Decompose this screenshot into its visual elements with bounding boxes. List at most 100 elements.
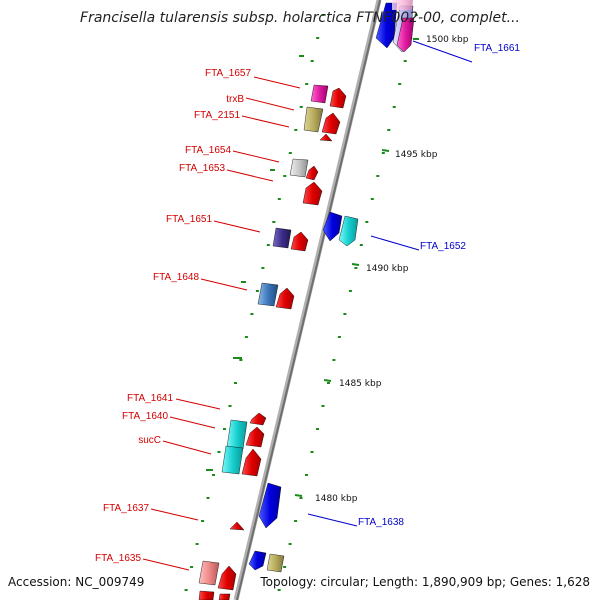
outer-tick-dot: [294, 520, 298, 522]
gene-arrow[interactable]: [221, 445, 244, 475]
gene-arrow[interactable]: [338, 215, 359, 247]
outer-tick-dot: [310, 451, 314, 453]
inner-tick-dot: [223, 428, 226, 430]
label-sucC[interactable]: sucC: [138, 435, 161, 446]
gene-arrow[interactable]: [218, 593, 231, 600]
gene-FTA_1641-block[interactable]: [249, 412, 267, 426]
label-FTA_2151[interactable]: FTA_2151: [194, 110, 240, 121]
gene-arrow[interactable]: [226, 419, 248, 450]
tick-1480kbp: 1480 kbp: [294, 494, 358, 504]
label-FTA_1641[interactable]: FTA_1641: [127, 393, 173, 404]
tick-1500kbp: 1500 kbp: [413, 35, 469, 45]
tick-1495kbp: 1495 kbp: [381, 149, 438, 160]
outer-tick-dot: [381, 152, 385, 154]
gene-arrow[interactable]: [321, 112, 341, 135]
gene-arrow[interactable]: [241, 448, 262, 477]
genome-summary-text: Topology: circular; Length: 1,890,909 bp…: [259, 575, 590, 589]
inner-tick-dot: [234, 382, 237, 384]
outer-tick-dot: [299, 497, 303, 499]
gene-arrow[interactable]: [217, 565, 237, 591]
gene-FTA_1640-block[interactable]: [226, 419, 265, 450]
gene-arrow[interactable]: [229, 521, 245, 531]
gene-arrow[interactable]: [396, 17, 415, 53]
outer-tick-dot: [316, 428, 319, 430]
tick-label-1500: 1500 kbp: [426, 35, 469, 45]
outer-tick-dot: [414, 14, 418, 16]
inner-tick-dot: [321, 14, 325, 16]
label-FTA_1654[interactable]: FTA_1654: [185, 145, 231, 156]
gene-arrow[interactable]: [245, 426, 265, 448]
gene-FTA_1638-block[interactable]: [258, 482, 282, 529]
label-FTA_1637[interactable]: FTA_1637: [103, 503, 149, 514]
gene-arrow[interactable]: [249, 412, 267, 426]
label-trxB[interactable]: trxB: [226, 94, 244, 105]
inner-tick-dot: [283, 175, 287, 177]
gene-arrow[interactable]: [322, 211, 343, 242]
label-FTA_1638[interactable]: FTA_1638: [358, 517, 404, 528]
inner-tick-dot: [206, 497, 210, 499]
gene-FTA_1637-block[interactable]: [229, 521, 245, 531]
gene-trxB-block[interactable]: [303, 106, 341, 142]
outer-tick-track: [277, 14, 418, 591]
gene-arrow[interactable]: [275, 287, 295, 310]
label-FTA_1640[interactable]: FTA_1640: [122, 411, 168, 422]
inner-tick-dot: [228, 405, 232, 407]
label-FTA_1648[interactable]: FTA_1648: [153, 272, 199, 283]
inner-tick-dot: [244, 336, 248, 338]
inner-tick-dot: [305, 83, 309, 85]
gene-arrow[interactable]: [290, 231, 309, 252]
label-leader-lines: [142, 40, 473, 571]
label-FTA_1635[interactable]: FTA_1635: [95, 553, 141, 564]
map-title: Francisella tularensis subsp. holarctica…: [80, 10, 520, 26]
gene-FTA_1648-block[interactable]: [257, 282, 295, 310]
tick-label-1480: 1480 kbp: [315, 494, 358, 504]
label-FTA_1661[interactable]: FTA_1661: [474, 43, 520, 54]
gene-arrow[interactable]: [198, 590, 215, 600]
inner-tick-dot: [277, 198, 281, 200]
gene-FTA_1661-block[interactable]: [375, 0, 415, 53]
gene-arrow[interactable]: [258, 482, 282, 529]
gene-FTA_1652-block[interactable]: [322, 211, 359, 247]
outer-tick-dot: [288, 543, 292, 545]
gene-arrow[interactable]: [392, 0, 413, 10]
gene-FTA_1653-block[interactable]: [302, 181, 323, 206]
outer-tick-dot: [398, 83, 402, 85]
outer-tick-dot: [376, 175, 380, 177]
inner-tick-dot: [217, 451, 221, 453]
inner-tick-track: [184, 14, 325, 591]
inner-tick-dot: [288, 152, 292, 154]
gene-arrow[interactable]: [266, 553, 285, 573]
gene-FTA_1654-block[interactable]: [289, 158, 319, 181]
outer-tick-dot: [403, 60, 407, 62]
label-FTA_1651[interactable]: FTA_1651: [166, 214, 212, 225]
gene-arrow[interactable]: [303, 106, 324, 133]
genome-backbone: [233, 0, 382, 600]
inner-tick-dot: [299, 106, 303, 108]
gene-arrow[interactable]: [289, 158, 309, 178]
gene-arrow[interactable]: [248, 550, 267, 571]
outer-tick-dot: [354, 267, 358, 269]
gene-FTA_1651-block[interactable]: [272, 227, 309, 252]
gene-FTA_1635-block[interactable]: [198, 560, 237, 600]
gene-arrow[interactable]: [302, 181, 323, 206]
gene-arrow[interactable]: [305, 165, 319, 181]
outer-tick-dot: [337, 336, 341, 338]
gene-arrow[interactable]: [272, 227, 292, 249]
label-FTA_1652[interactable]: FTA_1652: [420, 241, 466, 252]
gene-FTA_1657-block[interactable]: [310, 84, 347, 109]
inner-tick-dot: [261, 267, 265, 269]
gene-bottom-pair[interactable]: [248, 550, 285, 573]
gene-sucC-block[interactable]: [221, 445, 262, 477]
gene-arrow[interactable]: [310, 84, 329, 104]
gene-arrow[interactable]: [257, 282, 279, 307]
label-FTA_1653[interactable]: FTA_1653: [179, 163, 225, 174]
inner-major-ticks: [206, 55, 304, 471]
gene-arrow[interactable]: [319, 133, 333, 142]
tick-label-1490: 1490 kbp: [366, 264, 409, 274]
inner-tick-dot: [250, 313, 254, 315]
gene-arrow[interactable]: [198, 560, 220, 586]
gene-arrow[interactable]: [329, 87, 347, 109]
label-FTA_1657[interactable]: FTA_1657: [205, 68, 251, 79]
